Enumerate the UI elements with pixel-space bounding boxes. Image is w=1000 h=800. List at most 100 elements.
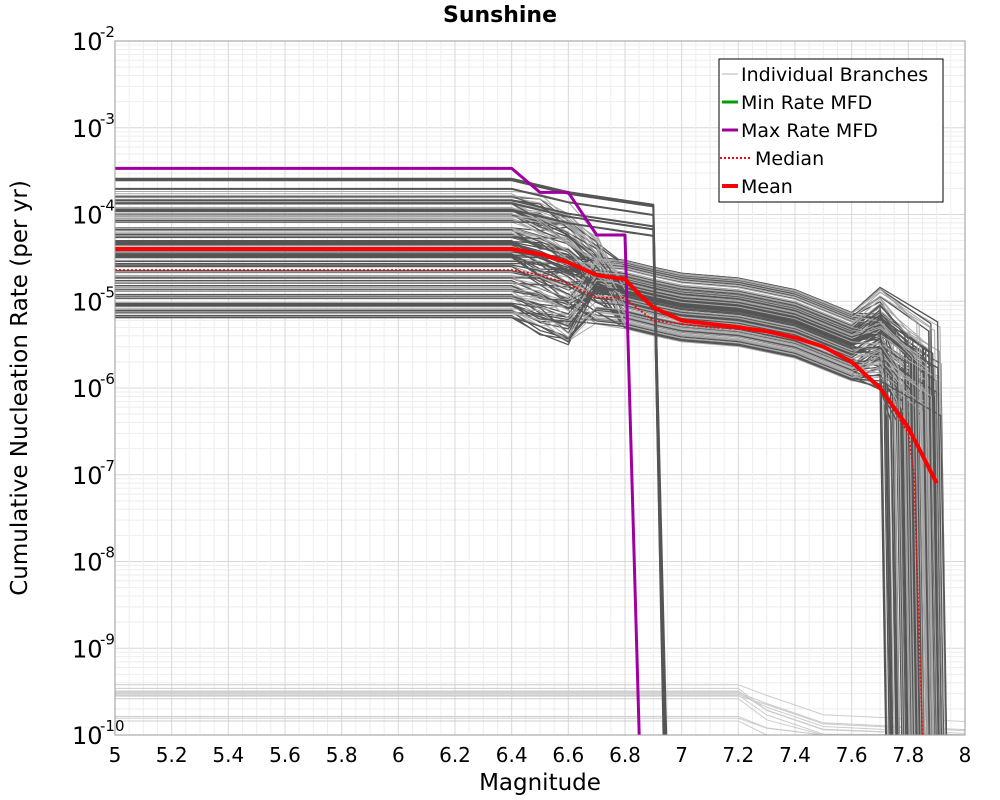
branch-line [115, 692, 966, 731]
branch-line [115, 260, 922, 736]
individual-branches [115, 177, 966, 736]
y-tick-exponent: -10 [100, 717, 125, 735]
y-tick-exponent: -8 [100, 544, 115, 562]
y-tick-exponent: -3 [100, 110, 115, 128]
y-tick-base: 10 [72, 288, 103, 316]
branch-line [115, 275, 935, 736]
branch-line [115, 684, 966, 722]
branch-line [115, 277, 894, 736]
legend-box [718, 58, 944, 203]
y-tick-base: 10 [72, 375, 103, 403]
branch-line [115, 306, 891, 736]
y-tick-base: 10 [72, 722, 103, 750]
branch-line [115, 693, 966, 734]
series-mean [115, 247, 939, 485]
y-tick-label: 10-10 [72, 717, 125, 750]
branch-line [115, 307, 928, 736]
y-axis-title: Cumulative Nucleation Rate (per yr) [7, 180, 33, 596]
branch-line [115, 311, 938, 736]
series-lines [115, 166, 939, 736]
legend: Individual Branches Min Rate MFD Max Rate … [718, 58, 944, 203]
x-tick-label: 7 [675, 743, 688, 767]
x-tick-label: 7.8 [892, 743, 924, 767]
y-tick-exponent: -9 [100, 630, 115, 648]
y-tick-base: 10 [72, 549, 103, 577]
y-tick-label: 10-4 [72, 197, 115, 230]
branch-line [115, 303, 947, 736]
x-tick-label: 7.4 [779, 743, 811, 767]
branch-line [115, 187, 668, 736]
y-tick-base: 10 [72, 462, 103, 490]
branch-line [115, 306, 911, 736]
x-tick-label: 7.6 [836, 743, 868, 767]
y-tick-base: 10 [72, 28, 103, 56]
legend-entry: Min Rate MFD [722, 92, 872, 114]
branch-line [115, 262, 941, 736]
x-tick-label: 5.4 [212, 743, 244, 767]
x-tick-label: 5.8 [326, 743, 358, 767]
x-tick-label: 6 [392, 743, 405, 767]
x-tick-label: 7.2 [722, 743, 754, 767]
branch-line [115, 690, 966, 736]
y-tick-exponent: -6 [100, 370, 115, 388]
branch-line [115, 288, 918, 736]
branch-line [115, 230, 932, 736]
branch-line [115, 230, 944, 736]
y-tick-base: 10 [72, 115, 103, 143]
y-tick-exponent: -7 [100, 457, 115, 475]
branch-line [115, 288, 897, 736]
y-tick-label: 10-6 [72, 370, 115, 403]
y-tick-label: 10-9 [72, 630, 115, 663]
legend-entry: Individual Branches [722, 64, 928, 86]
x-tick-label: 5.6 [269, 743, 301, 767]
y-tick-label: 10-8 [72, 544, 115, 577]
x-tick-label: 5.2 [156, 743, 188, 767]
branch-line [115, 274, 905, 736]
legend-label: Individual Branches [741, 64, 928, 86]
y-tick-exponent: -5 [100, 283, 115, 301]
x-tick-labels: 5 5.2 5.4 5.6 5.8 6 6.2 6.4 6.6 6.8 7 7.2 7.4 7.6 7.8 8 [109, 743, 972, 767]
branch-line [115, 288, 923, 736]
x-tick-label: 5 [109, 743, 122, 767]
branch-line [115, 258, 926, 736]
x-tick-label: 8 [959, 743, 972, 767]
branch-line [115, 255, 944, 736]
y-tick-label: 10-7 [72, 457, 115, 490]
branch-line [115, 297, 908, 736]
y-tick-labels: 10-210-310-410-510-610-710-810-910-10 [72, 23, 125, 750]
branch-line [115, 282, 905, 736]
chart-title: Sunshine [443, 3, 557, 28]
branch-line [115, 316, 927, 736]
branch-line [115, 213, 911, 736]
branch-line [115, 288, 890, 736]
legend-entry: Median [720, 148, 824, 170]
y-tick-label: 10-3 [72, 110, 115, 143]
branch-line [115, 215, 904, 736]
legend-label: Max Rate MFD [741, 120, 878, 142]
branch-line [115, 206, 919, 736]
branch-line [115, 271, 934, 736]
branch-line [115, 241, 892, 736]
plot-frame [114, 40, 966, 736]
branch-line [115, 300, 917, 736]
branch-line [115, 208, 932, 736]
branch-line [115, 694, 966, 736]
y-tick-label: 10-5 [72, 283, 115, 316]
y-tick-base: 10 [72, 202, 103, 230]
y-tick-exponent: -2 [100, 23, 115, 41]
legend-entry: Max Rate MFD [722, 120, 878, 142]
branch-line [115, 279, 933, 736]
series-median [115, 269, 924, 736]
y-tick-base: 10 [72, 635, 103, 663]
x-tick-label: 6.4 [496, 743, 528, 767]
legend-entry: Mean [722, 176, 793, 198]
legend-label: Mean [741, 176, 793, 198]
y-tick-exponent: -4 [100, 197, 115, 215]
branch-line [115, 208, 665, 736]
branch-line [115, 262, 912, 736]
legend-label: Median [755, 148, 824, 170]
branch-line [115, 195, 910, 736]
y-tick-label: 10-2 [72, 23, 115, 56]
series-max-rate-mfd [115, 166, 641, 736]
